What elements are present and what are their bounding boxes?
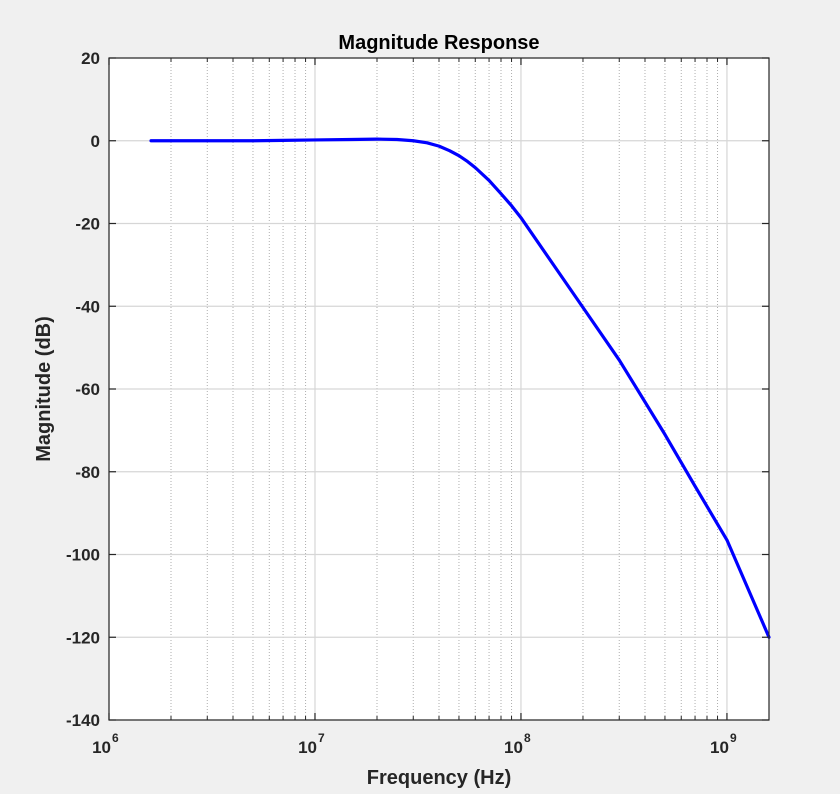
x-tick-label: 10 <box>92 738 111 757</box>
y-tick-label: -120 <box>66 628 100 647</box>
y-tick-label: -140 <box>66 711 100 730</box>
x-tick-label: 10 <box>710 738 729 757</box>
x-tick-exponent: 6 <box>112 731 119 745</box>
x-tick-exponent: 7 <box>318 731 325 745</box>
y-tick-label: -40 <box>75 297 100 316</box>
y-axis-label: Magnitude (dB) <box>33 316 55 462</box>
ticks <box>108 57 769 721</box>
y-tick-label: -80 <box>75 463 100 482</box>
y-tick-labels: 20 0 -20 -40 -60 -80 -100 -120 -140 <box>66 49 100 730</box>
x-tick-labels: 10 6 10 7 10 8 10 9 <box>92 731 737 757</box>
chart-title: Magnitude Response <box>338 32 539 54</box>
magnitude-response-line <box>149 137 771 639</box>
x-tick-label: 10 <box>298 738 317 757</box>
x-tick-exponent: 9 <box>730 731 737 745</box>
y-tick-label: -20 <box>75 215 100 234</box>
x-tick-exponent: 8 <box>524 731 531 745</box>
series-layer <box>149 137 771 639</box>
y-tick-label: 20 <box>81 49 100 68</box>
y-tick-label: 0 <box>91 132 100 151</box>
x-tick-label: 10 <box>504 738 523 757</box>
y-tick-label: -60 <box>75 380 100 399</box>
x-axis-label: Frequency (Hz) <box>367 767 511 789</box>
y-tick-label: -100 <box>66 546 100 565</box>
